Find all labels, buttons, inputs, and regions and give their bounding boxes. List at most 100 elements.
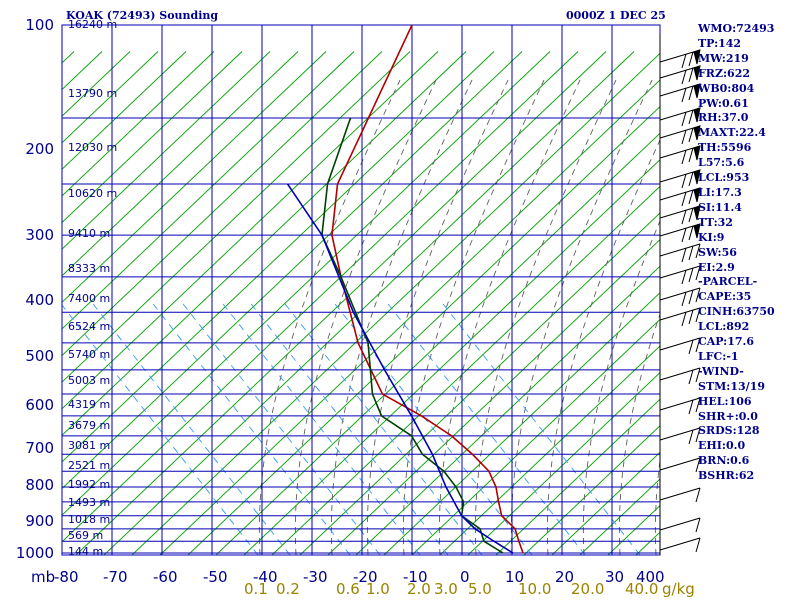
height-label: 1493 m	[68, 496, 111, 509]
stat-item: HEL:106	[698, 394, 752, 408]
height-label: 1992 m	[68, 478, 111, 491]
temp-axis-label: -30	[303, 568, 328, 586]
wind-barb	[659, 169, 701, 189]
wind-barb	[659, 49, 701, 69]
stat-item: TH:5596	[698, 141, 752, 155]
stat-item: SHR+:0.0	[698, 409, 758, 423]
temp-axis-label: 0	[655, 568, 665, 586]
mixing-ratio-label: 10.0	[518, 580, 552, 598]
mixing-ratio-label: 0.2	[276, 580, 300, 598]
plot-frame	[61, 24, 661, 556]
wind-barb	[659, 307, 701, 327]
temp-axis-label: -80	[54, 568, 79, 586]
dry-adiabat	[243, 159, 660, 555]
wind-barb	[659, 487, 701, 503]
pressure-label: 100	[25, 16, 54, 34]
height-label: 6524 m	[68, 320, 111, 333]
dry-adiabat	[103, 51, 635, 555]
height-label: 10620 m	[68, 187, 118, 200]
stat-item: SW:56	[698, 245, 737, 259]
dry-adiabat	[62, 51, 579, 543]
pressure-label: 1000	[15, 544, 54, 562]
stat-item: BSHR:62	[698, 469, 755, 483]
stat-item: PW:0.61	[698, 96, 749, 110]
mixing-ratio-label: 1.0	[366, 580, 390, 598]
dry-adiabat	[62, 51, 159, 144]
dry-adiabat	[62, 51, 299, 277]
temp-axis-label: 10	[505, 568, 525, 586]
wind-barbs	[659, 34, 701, 555]
mixing-ratio-unit: g/kg	[662, 580, 695, 598]
stat-item: CINH:63750	[698, 305, 775, 319]
dry-adiabat	[62, 51, 439, 410]
mixing-ratio-label: 0.1	[244, 580, 268, 598]
moist-adiabat	[618, 312, 660, 555]
moist-adiabats	[258, 79, 660, 555]
height-label: 144 m	[68, 545, 104, 558]
temperature-trace	[331, 25, 524, 554]
stat-item: MAXT:22.4	[698, 126, 766, 140]
moist-adiabat	[294, 79, 437, 555]
mixing-ratio-label: 0.6	[336, 580, 360, 598]
height-label: 569 m	[68, 529, 104, 542]
dry-adiabat	[187, 105, 660, 555]
wind-barb	[659, 145, 701, 165]
mixing-ratio-line	[384, 299, 586, 555]
temp-axis-unit: mb	[31, 568, 56, 586]
dry-adiabat	[62, 51, 495, 463]
dry-adiabat	[62, 51, 187, 170]
mixing-ratio-line	[247, 299, 449, 555]
dry-adiabat	[62, 51, 243, 224]
sounding-traces	[286, 25, 524, 554]
mixing-ratio-line	[62, 304, 259, 555]
wind-barb	[659, 367, 701, 385]
dry-adiabat	[75, 51, 607, 555]
stat-item: -WIND-	[698, 364, 744, 378]
height-label: 3081 m	[68, 439, 111, 452]
pressure-label: 600	[25, 396, 54, 414]
height-label: 4319 m	[68, 398, 111, 411]
wind-barb	[659, 397, 701, 415]
stat-item: KI:9	[698, 230, 725, 244]
dry-adiabat	[776, 52, 800, 556]
dry-adiabat	[62, 51, 215, 197]
wind-barb	[659, 337, 701, 355]
pressure-label: 900	[25, 512, 54, 530]
pressure-label: 200	[25, 140, 54, 158]
stat-item: LCL:953	[698, 171, 750, 185]
temp-axis-label: 0	[460, 568, 470, 586]
mixing-ratio-line	[281, 299, 483, 555]
dry-adiabat	[62, 51, 383, 357]
height-label: 16240 m	[68, 18, 118, 31]
stat-item: LFC:-1	[698, 349, 739, 363]
temp-axis-label: -60	[153, 568, 178, 586]
wind-barb	[659, 107, 701, 127]
stat-item: LCL:892	[698, 320, 750, 334]
stat-item: BRN:0.6	[698, 454, 750, 468]
stat-item: L57:5.6	[698, 156, 745, 170]
wind-barb	[659, 265, 701, 285]
mixing-ratio-label: 5.0	[468, 580, 492, 598]
mixing-ratio-line	[149, 299, 351, 555]
stat-item: CAP:17.6	[698, 335, 755, 349]
height-label: 9410 m	[68, 227, 111, 240]
pressure-temperature-grid	[61, 24, 661, 556]
temp-axis-label: 20	[555, 568, 575, 586]
height-label: 8333 m	[68, 262, 111, 275]
temp-axis-label: -20	[353, 568, 378, 586]
height-label: 12030 m	[68, 141, 118, 154]
stat-item: RH:37.0	[698, 111, 749, 125]
stat-item: FRZ:622	[698, 66, 751, 80]
wind-barb	[659, 427, 701, 445]
moist-adiabat	[546, 138, 660, 555]
pressure-label: 400	[25, 291, 54, 309]
temp-axis-label: -70	[103, 568, 128, 586]
mixing-ratio-line	[179, 299, 381, 555]
stat-item: CAPE:35	[698, 290, 752, 304]
height-label: 5740 m	[68, 348, 111, 361]
dry-adiabat	[159, 79, 660, 555]
dry-adiabats	[62, 51, 800, 556]
temp-axis-label: 40	[636, 568, 656, 586]
mixing-ratio-line	[219, 299, 421, 555]
